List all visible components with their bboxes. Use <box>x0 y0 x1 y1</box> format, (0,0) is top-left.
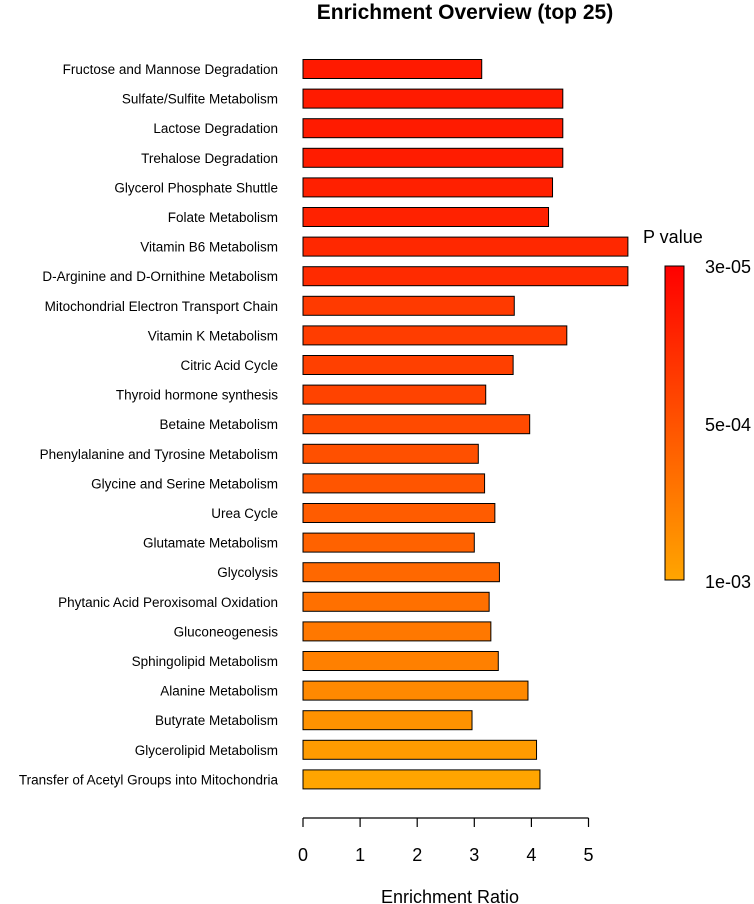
bar-15 <box>302 473 486 494</box>
category-label-19: Phytanic Acid Peroxisomal Oxidation <box>58 595 278 610</box>
bar-6 <box>302 207 550 227</box>
bar-24 <box>302 739 538 760</box>
category-label-16: Urea Cycle <box>211 506 278 521</box>
x-axis: 0 1 2 3 4 5 <box>298 817 594 865</box>
bar-7 <box>302 236 629 257</box>
bar-13 <box>302 414 531 435</box>
category-label-11: Citric Acid Cycle <box>180 358 278 373</box>
x-tick-label-1: 1 <box>355 845 365 865</box>
category-label-12: Thyroid hormone synthesis <box>116 388 278 403</box>
category-label-6: Folate Metabolism <box>168 210 278 225</box>
category-label-3: Lactose Degradation <box>153 121 278 136</box>
category-label-23: Butyrate Metabolism <box>155 713 278 728</box>
bar-9 <box>302 295 515 316</box>
category-label-4: Trehalose Degradation <box>141 151 278 166</box>
category-label-9: Mitochondrial Electron Transport Chain <box>45 299 278 314</box>
bar-10 <box>302 325 568 346</box>
category-label-22: Alanine Metabolism <box>160 684 278 699</box>
bar-21 <box>302 651 499 671</box>
x-tick-label-3: 3 <box>469 845 479 865</box>
x-tick-label-2: 2 <box>412 845 422 865</box>
bar-4 <box>302 147 564 168</box>
bar-2 <box>302 88 564 109</box>
category-label-25: Transfer of Acetyl Groups into Mitochond… <box>19 772 279 787</box>
p-value-legend: P value 3e-05 5e-04 1e-03 <box>643 227 751 592</box>
legend-label-mid: 5e-04 <box>705 415 751 435</box>
bar-25 <box>302 769 541 790</box>
category-label-15: Glycine and Serine Metabolism <box>91 476 278 491</box>
bar-23 <box>302 710 473 731</box>
legend-title: P value <box>643 227 703 247</box>
category-label-10: Vitamin K Metabolism <box>148 328 278 343</box>
bar-8 <box>302 266 629 287</box>
category-label-5: Glycerol Phosphate Shuttle <box>114 180 278 195</box>
category-label-21: Sphingolipid Metabolism <box>132 654 278 669</box>
bar-19 <box>302 591 490 612</box>
bar-17 <box>302 532 475 553</box>
category-label-14: Phenylalanine and Tyrosine Metabolism <box>40 447 278 462</box>
category-label-18: Glycolysis <box>217 565 278 580</box>
bar-22 <box>302 680 529 701</box>
category-label-2: Sulfate/Sulfite Metabolism <box>122 92 278 107</box>
chart-title: Enrichment Overview (top 25) <box>317 1 613 24</box>
bar-1 <box>302 59 483 79</box>
category-label-20: Gluconeogenesis <box>174 624 279 639</box>
category-labels: Fructose and Mannose Degradation Sulfate/… <box>19 62 279 787</box>
category-label-8: D-Arginine and D-Ornithine Metabolism <box>42 269 278 284</box>
bar-14 <box>302 443 479 464</box>
bar-3 <box>302 118 564 139</box>
bar-11 <box>302 355 514 375</box>
x-tick-label-4: 4 <box>526 845 536 865</box>
x-axis-label: Enrichment Ratio <box>381 887 519 904</box>
category-label-24: Glycerolipid Metabolism <box>135 743 278 758</box>
category-label-1: Fructose and Mannose Degradation <box>63 62 278 77</box>
bar-12 <box>302 384 487 405</box>
bar-5 <box>302 177 554 198</box>
legend-label-bottom: 1e-03 <box>705 572 751 592</box>
legend-label-top: 3e-05 <box>705 257 751 277</box>
category-label-13: Betaine Metabolism <box>159 417 278 432</box>
x-tick-label-0: 0 <box>298 845 308 865</box>
bars-group <box>302 59 629 790</box>
bar-20 <box>302 621 492 642</box>
category-label-7: Vitamin B6 Metabolism <box>140 240 278 255</box>
bar-16 <box>302 503 496 523</box>
x-tick-label-5: 5 <box>583 845 593 865</box>
category-label-17: Glutamate Metabolism <box>143 536 278 551</box>
bar-18 <box>302 562 500 583</box>
legend-colorbar <box>664 265 685 581</box>
